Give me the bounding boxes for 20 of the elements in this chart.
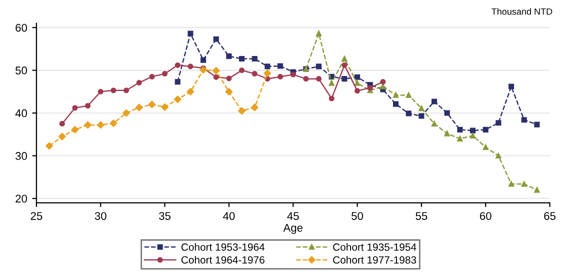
legend-label: Cohort 1935-1954 xyxy=(333,243,416,251)
x-tick-label: 60 xyxy=(480,212,492,220)
text: Thousand NTD xyxy=(492,8,552,15)
y-tick-label: 40 xyxy=(15,109,28,118)
x-tick-label: 40 xyxy=(223,212,235,220)
x-axis-title: Age xyxy=(283,224,303,234)
x-tick-label: 35 xyxy=(159,212,171,220)
legend-label: Cohort 1953-1964 xyxy=(181,243,265,251)
legend-label: Cohort 1977-1983 xyxy=(333,256,416,264)
y-tick-label: 20 xyxy=(16,194,28,203)
x-tick-label: 50 xyxy=(352,212,364,220)
y-tick-label: 50 xyxy=(16,66,28,74)
y-tick-label: 30 xyxy=(16,152,28,160)
x-tick-label: 65 xyxy=(544,212,556,220)
x-tick-label: 45 xyxy=(287,212,299,220)
x-tick-label: 25 xyxy=(30,212,42,220)
y-tick-label: 60 xyxy=(16,24,28,32)
legend-label: Cohort 1964-1976 xyxy=(181,256,264,264)
x-tick-label: 30 xyxy=(94,212,106,220)
x-tick-label: 55 xyxy=(416,212,428,220)
